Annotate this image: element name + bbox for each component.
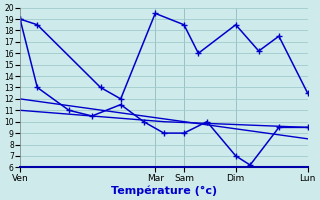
X-axis label: Température (°c): Température (°c) [111,185,217,196]
